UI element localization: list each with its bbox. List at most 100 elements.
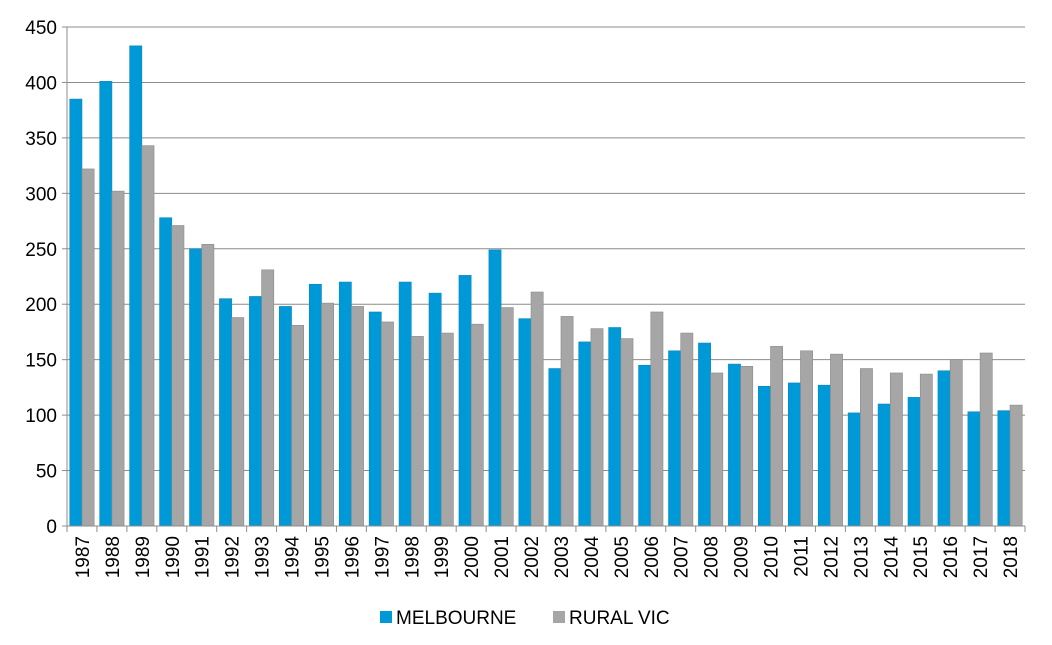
bar-rural-vic-1990 [171, 225, 185, 527]
bar-rural-vic-2016 [949, 359, 963, 527]
x-tick-label: 2000 [462, 536, 483, 578]
bar-rural-vic-2006 [650, 311, 664, 527]
bar-melbourne-1990 [159, 217, 173, 527]
x-tick-label: 1999 [432, 536, 453, 578]
x-tick-label: 1992 [223, 536, 244, 578]
x-tick-label: 2010 [762, 536, 783, 578]
x-tick-label: 1988 [103, 536, 124, 578]
bar-melbourne-1992 [219, 298, 232, 527]
y-tick-label: 250 [25, 240, 57, 261]
bar-melbourne-1997 [368, 311, 382, 527]
bar-melbourne-2010 [758, 385, 771, 527]
x-tick-label: 2012 [821, 536, 842, 578]
x-tick-label: 2003 [552, 536, 573, 578]
x-tick-label: 1991 [193, 536, 214, 578]
bar-melbourne-1996 [338, 281, 352, 527]
bar-rural-vic-1994 [291, 324, 305, 527]
x-tick-label: 2004 [582, 536, 603, 579]
bar-melbourne-2014 [877, 403, 891, 527]
bar-rural-vic-2001 [500, 307, 514, 527]
bar-rural-vic-2002 [530, 291, 544, 527]
legend-swatch-melbourne [380, 611, 392, 623]
x-tick-label: 2007 [672, 536, 693, 578]
y-tick-label: 50 [36, 462, 57, 483]
bar-melbourne-2004 [578, 341, 592, 527]
bar-melbourne-1991 [189, 248, 203, 527]
bar-melbourne-1993 [249, 296, 262, 527]
bar-rural-vic-2008 [710, 372, 724, 527]
bar-rural-vic-1996 [351, 306, 364, 527]
bar-rural-vic-2009 [740, 366, 754, 527]
y-tick-label: 150 [25, 351, 57, 372]
x-tick-label: 1998 [402, 536, 423, 578]
bar-rural-vic-1992 [231, 317, 245, 527]
x-tick-label: 1995 [312, 536, 333, 578]
bar-rural-vic-2017 [979, 352, 993, 527]
bar-melbourne-2002 [518, 318, 532, 527]
bar-rural-vic-2010 [770, 346, 784, 527]
x-tick-label: 2011 [791, 536, 812, 577]
bar-melbourne-2000 [458, 275, 472, 527]
bar-rural-vic-1998 [410, 336, 424, 527]
x-tick-label: 1990 [163, 536, 184, 578]
bars [69, 45, 1023, 527]
y-tick-label: 450 [25, 18, 57, 39]
bar-melbourne-1994 [279, 306, 292, 527]
x-tick-label: 2017 [971, 536, 992, 578]
bar-melbourne-2017 [967, 411, 981, 527]
bar-melbourne-2007 [668, 350, 682, 527]
bar-rural-vic-2005 [620, 338, 634, 527]
x-tick-label: 2001 [492, 536, 513, 578]
x-tick-label: 2016 [941, 536, 962, 578]
y-tick-label: 0 [46, 517, 57, 538]
y-tick-label: 100 [25, 406, 57, 427]
x-tick-label: 2002 [522, 536, 543, 578]
bar-rural-vic-2000 [470, 323, 484, 527]
y-axis-ticks: 0 50 100 150 200 250 300 350 400 450 [25, 18, 67, 538]
bar-melbourne-2015 [907, 397, 921, 527]
bar-rural-vic-2007 [680, 332, 694, 527]
bar-melbourne-1987 [69, 98, 83, 527]
bar-rural-vic-2014 [889, 372, 903, 527]
x-tick-label: 1987 [73, 536, 94, 578]
bar-melbourne-2018 [997, 410, 1011, 527]
x-tick-label: 2013 [851, 536, 872, 578]
bar-melbourne-2009 [728, 363, 741, 527]
bar-melbourne-2011 [787, 382, 801, 527]
x-tick-label: 1993 [253, 536, 274, 578]
x-tick-label: 2008 [702, 536, 723, 578]
x-axis-ticks: 1987 1988 1989 1990 1991 1992 1993 1994 1995 1996… [66, 526, 1026, 579]
bar-melbourne-2012 [817, 384, 831, 527]
bar-melbourne-1989 [129, 45, 143, 527]
bar-rural-vic-2011 [800, 350, 813, 527]
bar-melbourne-2006 [638, 364, 652, 527]
bar-rural-vic-1993 [261, 269, 275, 527]
bar-melbourne-1998 [398, 281, 412, 527]
bar-rural-vic-2013 [860, 368, 873, 527]
x-tick-label: 1989 [133, 536, 154, 578]
legend-label-melbourne: MELBOURNE [396, 608, 516, 629]
x-tick-label: 2005 [612, 536, 633, 578]
bar-melbourne-2005 [608, 327, 622, 527]
bar-melbourne-1999 [428, 292, 442, 527]
x-tick-label: 1996 [342, 536, 363, 578]
bar-rural-vic-2015 [919, 373, 933, 527]
x-tick-label: 2015 [911, 536, 932, 578]
bar-melbourne-1995 [308, 283, 322, 527]
bar-melbourne-2001 [488, 249, 502, 527]
bar-melbourne-2016 [937, 370, 951, 527]
bar-rural-vic-1988 [111, 190, 125, 527]
bar-rural-vic-2012 [830, 353, 843, 527]
legend-swatch-rural-vic [553, 611, 565, 623]
bar-melbourne-2013 [847, 412, 861, 527]
bar-melbourne-2008 [698, 342, 711, 527]
x-tick-label: 2006 [642, 536, 663, 578]
bar-rural-vic-1987 [81, 168, 95, 527]
bar-melbourne-1988 [99, 81, 113, 527]
bar-rural-vic-2003 [560, 316, 574, 527]
y-tick-label: 200 [25, 295, 57, 316]
x-tick-label: 2014 [881, 536, 902, 579]
bar-rural-vic-2018 [1009, 404, 1023, 527]
bar-rural-vic-1989 [141, 145, 155, 527]
